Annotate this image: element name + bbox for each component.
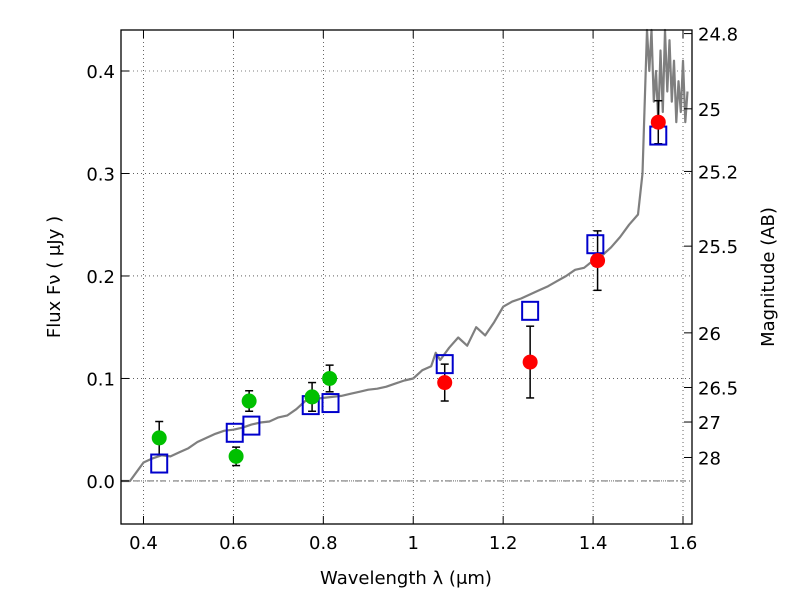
magnitude-tick-label: 25.2 bbox=[698, 162, 738, 183]
x-axis-label: Wavelength λ (μm) bbox=[320, 568, 492, 589]
model-photometry-box bbox=[150, 453, 169, 474]
x-tick-label: 0.4 bbox=[129, 533, 158, 554]
magnitude-tick-label: 26 bbox=[698, 324, 721, 345]
x-tick-label: 1.4 bbox=[579, 533, 608, 554]
model-photometry-box bbox=[321, 393, 340, 414]
y-tick-label: 0.2 bbox=[86, 267, 115, 288]
optical-point bbox=[322, 370, 338, 386]
x-tick-label: 0.8 bbox=[309, 533, 338, 554]
optical-point bbox=[241, 393, 257, 409]
nir-point bbox=[437, 375, 453, 391]
model-photometry-box bbox=[242, 415, 261, 436]
y-axis-label: Flux Fν ( μJy ) bbox=[44, 216, 65, 338]
x-tick-label: 1 bbox=[408, 533, 419, 554]
model-photometry-box bbox=[225, 422, 244, 443]
optical-point bbox=[151, 430, 167, 446]
y-tick-label: 0.0 bbox=[86, 472, 115, 493]
nir-point bbox=[650, 114, 666, 130]
observed-photometry-layer bbox=[151, 114, 666, 464]
x-tick-label: 1.2 bbox=[489, 533, 518, 554]
plot-frame bbox=[120, 29, 693, 525]
y-tick-label: 0.4 bbox=[86, 62, 115, 83]
model-photometry-box bbox=[586, 234, 605, 255]
magnitude-tick-label: 24.8 bbox=[698, 25, 738, 46]
magnitude-tick-label: 27 bbox=[698, 413, 721, 434]
magnitude-tick-label: 28 bbox=[698, 448, 721, 469]
optical-point bbox=[228, 448, 244, 464]
magnitude-tick-label: 25 bbox=[698, 100, 721, 121]
nir-point bbox=[522, 354, 538, 370]
x-tick-label: 0.6 bbox=[219, 533, 248, 554]
model-photometry-box bbox=[435, 354, 454, 375]
nir-point bbox=[590, 253, 606, 269]
y-tick-label: 0.3 bbox=[86, 164, 115, 185]
grid bbox=[121, 30, 692, 524]
axis-ticks: 0.4 0.6 0.8 1 1.2 1.4 1.6 0.0 0.1 0.2 0.3 0.4 24.8 25… bbox=[86, 25, 738, 554]
y-tick-label: 0.1 bbox=[86, 369, 115, 390]
magnitude-tick-label: 25.5 bbox=[698, 237, 738, 258]
magnitude-tick-label: 26.5 bbox=[698, 378, 738, 399]
optical-point bbox=[304, 389, 320, 405]
right-axis-label: Magnitude (AB) bbox=[758, 207, 779, 347]
x-tick-label: 1.6 bbox=[669, 533, 698, 554]
model-photometry-box bbox=[521, 300, 540, 321]
errorbar-layer bbox=[155, 99, 663, 467]
model-photometry-layer bbox=[150, 125, 668, 474]
